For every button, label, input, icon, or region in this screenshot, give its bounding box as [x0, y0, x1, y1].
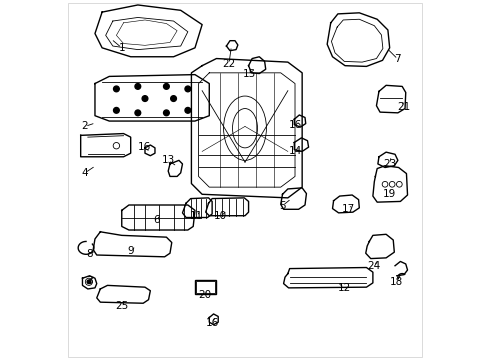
Text: 2: 2 — [82, 121, 88, 131]
Text: 16: 16 — [289, 120, 302, 130]
Text: 5: 5 — [279, 201, 286, 211]
Circle shape — [135, 110, 141, 116]
Text: 7: 7 — [394, 54, 401, 64]
Text: 20: 20 — [198, 290, 212, 300]
Text: 18: 18 — [390, 277, 403, 287]
Circle shape — [135, 84, 141, 89]
Text: 13: 13 — [162, 156, 175, 165]
Text: 14: 14 — [289, 146, 302, 156]
Text: 22: 22 — [222, 59, 236, 69]
Text: 3: 3 — [86, 276, 93, 286]
Text: 17: 17 — [342, 204, 355, 214]
Circle shape — [114, 108, 119, 113]
Text: 24: 24 — [368, 261, 381, 271]
Circle shape — [164, 110, 169, 116]
Text: 11: 11 — [190, 211, 203, 221]
Text: 9: 9 — [127, 246, 134, 256]
Circle shape — [185, 86, 191, 92]
Text: 23: 23 — [383, 159, 396, 169]
Text: 16: 16 — [138, 142, 151, 152]
Text: 10: 10 — [214, 211, 227, 221]
Text: 21: 21 — [397, 102, 411, 112]
Circle shape — [87, 280, 91, 284]
Text: 16: 16 — [205, 318, 219, 328]
Circle shape — [185, 108, 191, 113]
Circle shape — [114, 86, 119, 92]
Text: 6: 6 — [153, 215, 160, 225]
Circle shape — [164, 84, 169, 89]
Text: 4: 4 — [82, 168, 88, 178]
Text: 25: 25 — [115, 301, 128, 311]
Text: 12: 12 — [338, 283, 351, 293]
Text: 19: 19 — [383, 189, 396, 199]
Text: 8: 8 — [86, 249, 93, 259]
Circle shape — [142, 96, 148, 102]
Circle shape — [171, 96, 176, 102]
Text: 15: 15 — [243, 68, 256, 78]
Text: 1: 1 — [119, 43, 125, 53]
